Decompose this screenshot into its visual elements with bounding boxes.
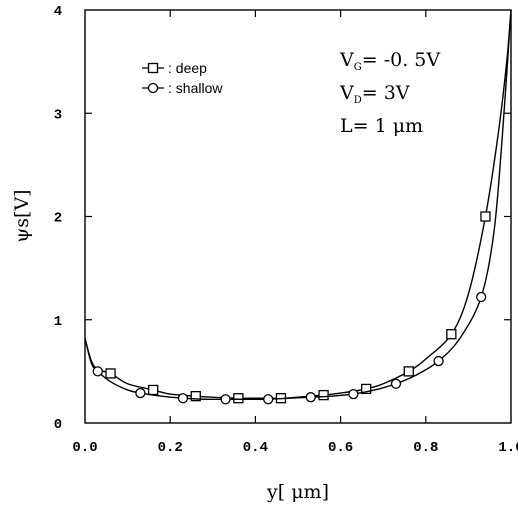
data-point-deep bbox=[318, 389, 329, 401]
data-point-shallow bbox=[177, 393, 189, 404]
annotation-block: VG= -0. 5V VD= 3V L= 1 μm bbox=[339, 49, 440, 137]
data-point-shallow bbox=[135, 387, 146, 399]
y-tick-label: 0 bbox=[54, 417, 62, 433]
legend-shallow-label: : shallow bbox=[168, 80, 223, 96]
data-point-shallow bbox=[476, 291, 487, 303]
series-layer bbox=[84, 9, 512, 405]
y-tick-label: 1 bbox=[54, 314, 62, 330]
axis-tick-labels: 0.0 0.2 0.4 0.6 0.8 1.0 0 1 2 3 4 bbox=[54, 4, 518, 456]
annotation-vd: VD= 3V bbox=[339, 82, 410, 106]
axis-ticks bbox=[85, 10, 511, 423]
data-point-deep bbox=[148, 384, 159, 396]
x-tick-label: 0.4 bbox=[243, 440, 268, 456]
data-point-shallow bbox=[433, 355, 444, 367]
data-point-shallow bbox=[348, 388, 359, 400]
legend: : deep : shallow bbox=[142, 60, 223, 96]
series-line-shallow bbox=[84, 9, 512, 401]
x-tick-label: 0.0 bbox=[72, 440, 97, 456]
y-axis-label: ψs[V] bbox=[11, 189, 33, 242]
legend-deep-label: : deep bbox=[168, 60, 207, 76]
data-point-shallow bbox=[305, 392, 316, 403]
data-point-shallow bbox=[92, 366, 103, 377]
x-tick-label: 0.8 bbox=[413, 440, 438, 456]
y-tick-label: 4 bbox=[54, 4, 62, 20]
x-tick-label: 1.0 bbox=[498, 440, 518, 456]
data-point-shallow bbox=[263, 394, 274, 405]
annotation-length: L= 1 μm bbox=[340, 115, 423, 137]
data-point-shallow bbox=[220, 394, 231, 405]
legend-shallow-marker bbox=[147, 82, 159, 94]
y-tick-label: 3 bbox=[54, 107, 62, 123]
data-point-deep bbox=[361, 383, 372, 395]
data-point-deep bbox=[480, 211, 491, 222]
data-point-deep bbox=[446, 329, 457, 340]
data-point-deep bbox=[190, 391, 201, 402]
data-point-deep bbox=[105, 368, 116, 379]
data-point-deep bbox=[403, 366, 414, 377]
data-point-shallow bbox=[390, 378, 402, 389]
data-point-deep bbox=[233, 393, 244, 404]
legend-deep-marker bbox=[147, 62, 159, 74]
y-tick-label: 2 bbox=[54, 211, 62, 227]
x-axis-label: y[ μm] bbox=[266, 481, 329, 503]
x-tick-label: 0.6 bbox=[328, 440, 353, 456]
x-tick-label: 0.2 bbox=[158, 440, 183, 456]
annotation-vg: VG= -0. 5V bbox=[339, 49, 440, 73]
